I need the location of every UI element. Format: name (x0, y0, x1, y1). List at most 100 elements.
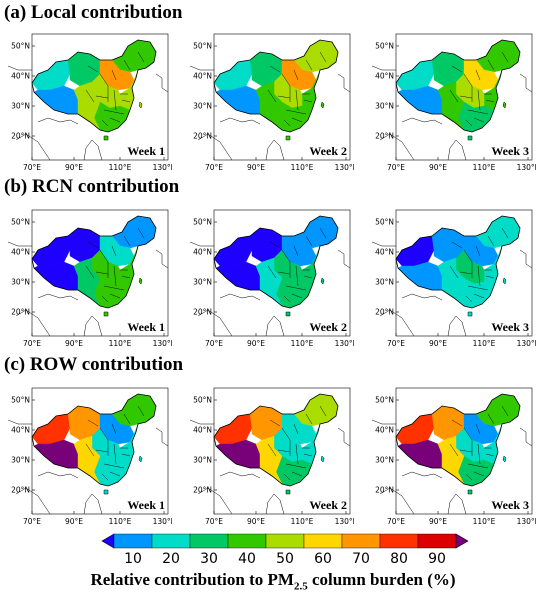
lon-tick-label: 70°E (387, 517, 405, 526)
lat-tick-label: 50°N (193, 42, 212, 51)
province-border (109, 117, 121, 123)
colorbar-tick-label: 80 (390, 551, 408, 567)
region-southwest (437, 435, 465, 485)
province-border (293, 423, 299, 435)
lat-tick-label: 30°N (193, 456, 212, 465)
province-border (449, 89, 459, 103)
lon-tick-label: 130°E (153, 339, 172, 348)
province-border (267, 443, 277, 457)
lon-tick-label: 70°E (387, 163, 405, 172)
province-border (305, 235, 313, 247)
province-border (467, 285, 489, 291)
province-border (85, 89, 95, 103)
week-label: Week 3 (491, 320, 529, 334)
map-svg: 50°N 40°N 30°N 20°N 70°E 90°E 110°E 130°E Week 1 (7, 387, 172, 526)
lon-tick-label: 70°E (23, 163, 41, 172)
neighbor-border (155, 427, 169, 447)
neighbor-border (219, 117, 261, 125)
panel-title-a: (a) Local contribution (4, 2, 183, 23)
lon-tick-label: 110°E (291, 163, 314, 172)
province-border (465, 295, 473, 303)
neighbor-border (379, 487, 415, 515)
province-border (103, 285, 125, 291)
province-border (101, 295, 109, 303)
neighbor-border (15, 133, 51, 161)
colorbar-tick-label: 40 (238, 551, 256, 567)
hainan-island (103, 489, 109, 495)
colorbar-bin (303, 533, 343, 549)
lat-tick-label: 20°N (193, 132, 212, 141)
province-border (99, 73, 109, 87)
lon-tick-label: 110°E (291, 517, 314, 526)
neighbor-border (7, 65, 32, 71)
hainan-island (103, 311, 109, 317)
neighbor-border (197, 133, 233, 161)
lon-tick-label: 130°E (335, 339, 354, 348)
province-border (95, 271, 109, 275)
lon-tick-label: 90°E (65, 339, 83, 348)
hainan-island (285, 135, 291, 141)
region-southwest (73, 435, 101, 485)
lat-tick-label: 50°N (11, 396, 30, 405)
lat-tick-label: 30°N (11, 102, 30, 111)
colorbar-bin (151, 533, 191, 549)
province-border (113, 89, 117, 111)
colorbar-tick-label: 60 (314, 551, 332, 567)
province-border (121, 453, 131, 457)
province-border (303, 99, 313, 103)
province-border (121, 99, 131, 103)
map-b-week3: 50°N 40°N 30°N 20°N 70°E 90°E 110°E 130°E Week 3 (368, 206, 536, 352)
lat-tick-label: 40°N (193, 72, 212, 81)
colorbar-tick-label: 10 (124, 551, 142, 567)
hainan-island (467, 489, 473, 495)
lon-tick-label: 110°E (473, 517, 496, 526)
province-border (473, 293, 485, 299)
china-outline (31, 215, 157, 309)
region-southwest (255, 81, 283, 131)
lat-tick-label: 30°N (193, 102, 212, 111)
province-border (285, 463, 307, 469)
lat-tick-label: 50°N (375, 42, 394, 51)
province-border (295, 265, 299, 287)
colorbar-bin (341, 533, 381, 549)
lon-tick-label: 130°E (153, 163, 172, 172)
neighbor-border (189, 241, 214, 247)
province-border (463, 427, 473, 441)
region-southwest (255, 435, 283, 485)
province-border (113, 443, 117, 465)
colorbar-label-sub: 2.5 (293, 580, 308, 593)
province-border (459, 271, 473, 275)
province-border (473, 117, 485, 123)
taiwan-island (320, 101, 325, 109)
lat-tick-label: 40°N (11, 248, 30, 257)
map-svg: 50°N 40°N 30°N 20°N 70°E 90°E 110°E 130°E Week 3 (371, 387, 536, 526)
province-border (121, 275, 131, 279)
province-border (277, 271, 291, 275)
neighbor-border (371, 241, 396, 247)
neighbor-border (15, 487, 51, 515)
colorbar-tick-label: 20 (162, 551, 180, 567)
colorbar-tick-label: 90 (428, 551, 446, 567)
neighbor-border (265, 139, 285, 161)
lat-tick-label: 30°N (375, 102, 394, 111)
lat-tick-label: 50°N (11, 42, 30, 51)
neighbor-border (265, 493, 285, 515)
province-border (99, 249, 109, 263)
province-border (295, 89, 299, 111)
province-border (477, 89, 481, 111)
province-border (477, 443, 481, 465)
province-border (95, 449, 109, 453)
lon-tick-label: 130°E (517, 163, 536, 172)
lon-tick-label: 90°E (429, 163, 447, 172)
week-label: Week 1 (127, 320, 165, 334)
lat-tick-label: 40°N (193, 426, 212, 435)
province-border (465, 473, 473, 481)
province-border (277, 95, 291, 99)
taiwan-island (320, 277, 325, 285)
week-label: Week 1 (127, 498, 165, 512)
province-border (85, 265, 95, 279)
province-border (501, 227, 509, 239)
lon-tick-label: 110°E (473, 163, 496, 172)
hainan-island (285, 311, 291, 317)
province-border (137, 227, 145, 239)
